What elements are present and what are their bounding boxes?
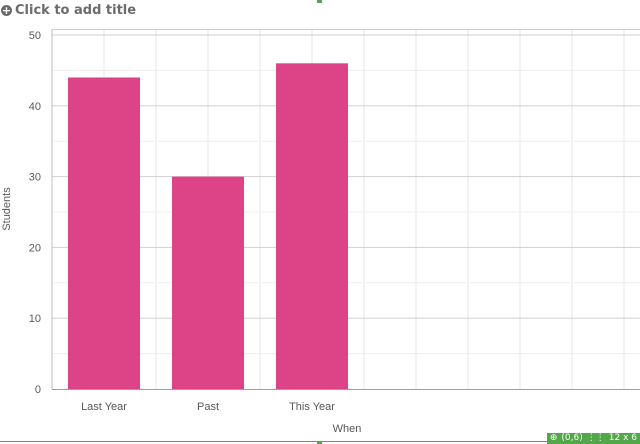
- y-tick-label: 50: [29, 30, 41, 42]
- axes: [51, 29, 640, 390]
- y-tick-label: 30: [29, 172, 41, 184]
- y-axis-title: Students: [1, 187, 13, 231]
- size-value: 12 x 6: [608, 433, 637, 443]
- grid: [51, 29, 640, 389]
- bottom-resize-handle[interactable]: [317, 441, 322, 444]
- bar[interactable]: [172, 176, 244, 389]
- status-badge: ⊕ (0,6) ⋮⋮ 12 x 6: [546, 433, 640, 444]
- bars: [68, 63, 348, 389]
- x-category-label: Last Year: [81, 401, 127, 413]
- top-resize-handle[interactable]: [317, 0, 322, 3]
- x-axis-title: When: [333, 423, 362, 435]
- position-icon: ⊕: [549, 433, 558, 443]
- x-category-label: This Year: [289, 401, 335, 413]
- y-tick-label: 10: [29, 313, 41, 325]
- position-value: (0,6): [561, 433, 583, 443]
- x-category-labels: Last Year Past This Year: [81, 401, 335, 413]
- x-category-label: Past: [197, 401, 219, 413]
- bar[interactable]: [68, 77, 140, 389]
- y-ticks: 0 10 20 30 40 50: [29, 30, 41, 396]
- plus-circle-icon: +: [1, 3, 12, 17]
- title-placeholder-text: Click to add title: [15, 2, 137, 18]
- y-tick-label: 20: [29, 242, 41, 254]
- y-tick-label: 0: [35, 384, 41, 396]
- grid-size-icon: ⋮⋮: [586, 433, 605, 443]
- y-tick-label: 40: [29, 101, 41, 113]
- bar[interactable]: [276, 63, 348, 389]
- chart-title-placeholder[interactable]: + Click to add title: [0, 0, 136, 20]
